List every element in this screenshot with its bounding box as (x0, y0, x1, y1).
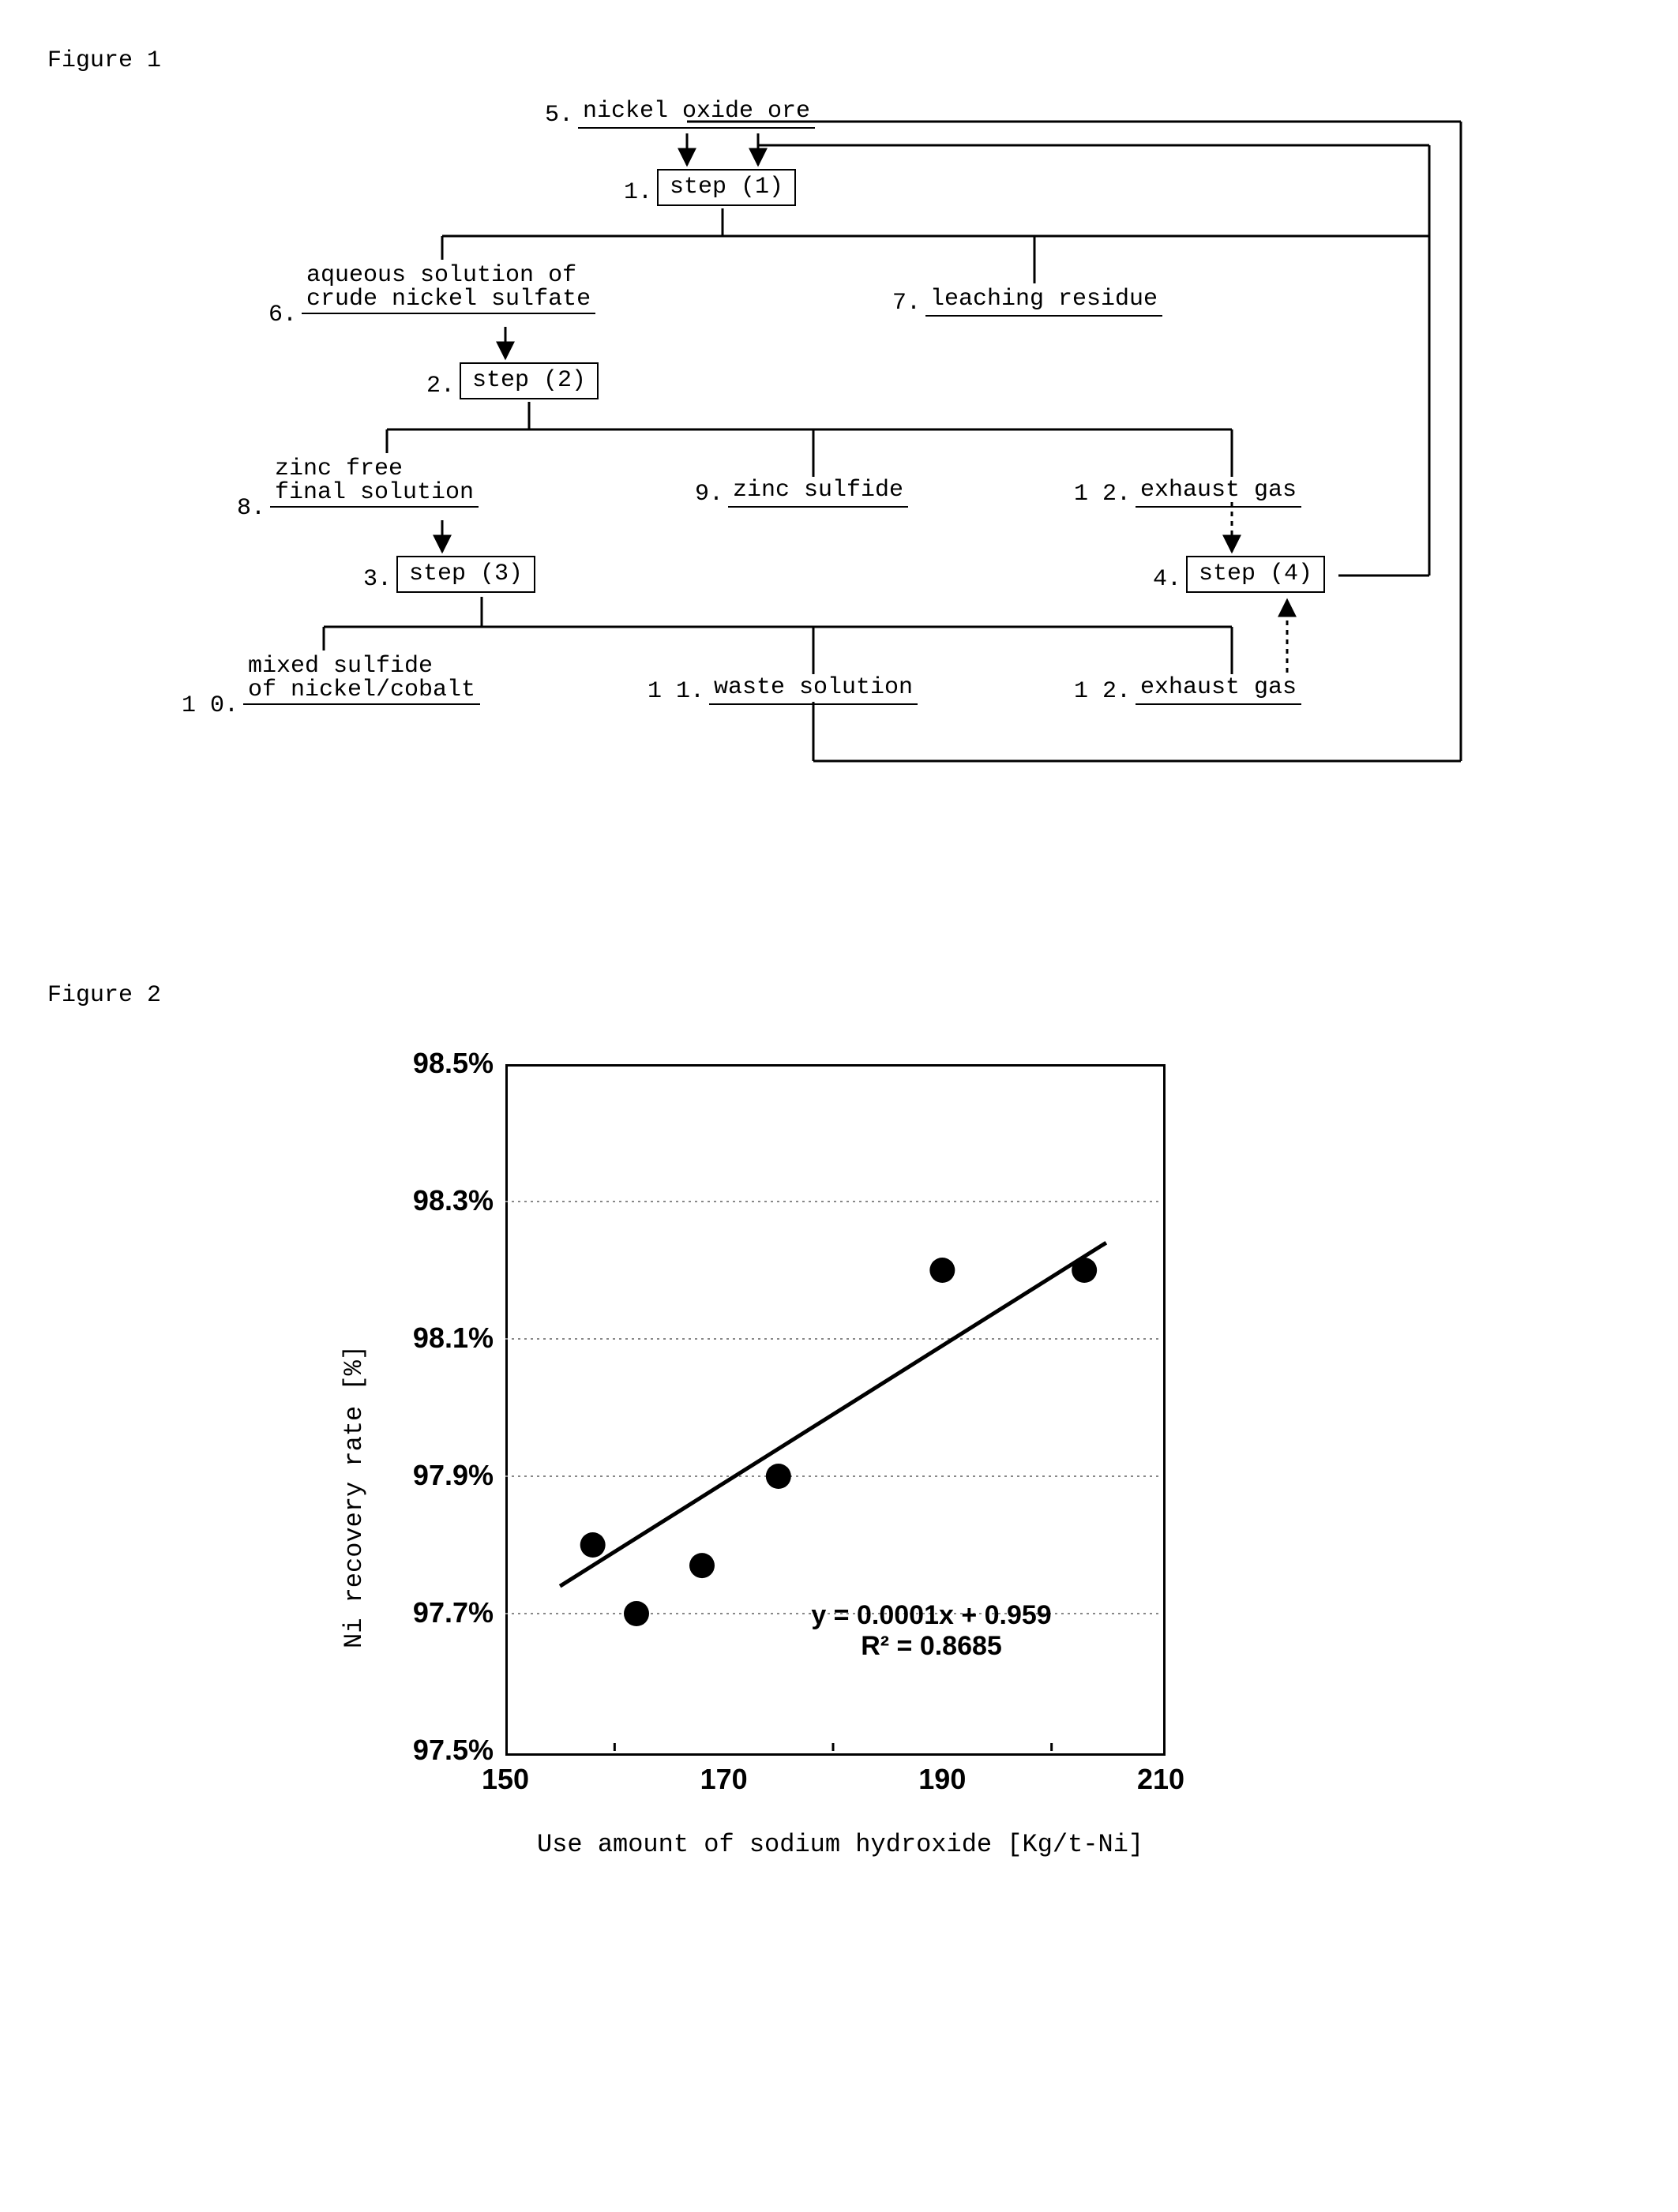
node-text: exhaust gas (1136, 674, 1301, 705)
node-step-1: 1.step (1) (624, 169, 796, 206)
node-num: 8. (237, 495, 265, 522)
node-num: 7. (892, 290, 921, 317)
node-exhaust-gas-a: 1 2.exhaust gas (1074, 477, 1301, 508)
node-text: exhaust gas (1136, 477, 1301, 508)
node-text: waste solution (709, 674, 918, 705)
node-num: 1 1. (648, 678, 704, 705)
figure2-chart: Ni recovery rate [%] Use amount of sodiu… (324, 1033, 1232, 1901)
node-text: leaching residue (925, 286, 1162, 317)
node-num: 1 2. (1074, 481, 1131, 508)
node-zinc-sulfide: 9.zinc sulfide (695, 477, 908, 508)
node-num: 1. (624, 179, 652, 206)
ytick-label: 97.5% (399, 1734, 494, 1767)
node-waste-solution: 1 1.waste solution (648, 674, 918, 705)
ytick-label: 98.3% (399, 1184, 494, 1217)
node-text: step (3) (396, 556, 535, 593)
node-num: 1 0. (182, 692, 238, 719)
node-step-3: 3.step (3) (363, 556, 535, 593)
x-axis-label: Use amount of sodium hydroxide [Kg/t-Ni] (537, 1830, 1143, 1859)
node-text: step (4) (1186, 556, 1325, 593)
node-step-2: 2.step (2) (426, 362, 599, 399)
node-exhaust-gas-b: 1 2.exhaust gas (1074, 674, 1301, 705)
node-step-4: 4.step (4) (1153, 556, 1325, 593)
ytick-label: 98.5% (399, 1047, 494, 1080)
node-num: 5. (545, 102, 573, 129)
figure1-label: Figure 1 (47, 47, 1631, 74)
node-num: 9. (695, 481, 723, 508)
node-zinc-free: 8.zinc freefinal solution (237, 457, 479, 508)
ytick-label: 97.9% (399, 1459, 494, 1492)
regression-equation: y = 0.0001x + 0.959R² = 0.8685 (811, 1600, 1051, 1662)
node-num: 3. (363, 566, 392, 593)
figure2-label: Figure 2 (47, 982, 1631, 1009)
node-text: nickel oxide ore (578, 98, 815, 129)
node-text: step (2) (460, 362, 599, 399)
node-num: 6. (268, 302, 297, 328)
node-num: 1 2. (1074, 678, 1131, 705)
node-num: 4. (1153, 566, 1181, 593)
ytick-label: 97.7% (399, 1596, 494, 1629)
xtick-label: 170 (693, 1763, 756, 1796)
node-aqueous-solution: 6.aqueous solution ofcrude nickel sulfat… (268, 264, 595, 314)
y-axis-label: Ni recovery rate [%] (340, 1345, 369, 1648)
node-text: mixed sulfideof nickel/cobalt (243, 654, 480, 705)
xtick-label: 150 (474, 1763, 537, 1796)
node-mixed-sulfide: 1 0.mixed sulfideof nickel/cobalt (182, 654, 480, 705)
node-num: 2. (426, 373, 455, 399)
node-text: step (1) (657, 169, 796, 206)
node-text: zinc sulfide (728, 477, 908, 508)
node-leaching-residue: 7.leaching residue (892, 286, 1162, 317)
node-nickel-oxide-ore: 5.nickel oxide ore (545, 98, 815, 129)
node-text: zinc freefinal solution (270, 457, 479, 508)
figure1-flowchart: 5.nickel oxide ore 1.step (1) 6.aqueous … (205, 98, 1469, 887)
xtick-label: 210 (1129, 1763, 1192, 1796)
xtick-label: 190 (910, 1763, 974, 1796)
ytick-label: 98.1% (399, 1322, 494, 1355)
node-text: aqueous solution ofcrude nickel sulfate (302, 264, 595, 314)
